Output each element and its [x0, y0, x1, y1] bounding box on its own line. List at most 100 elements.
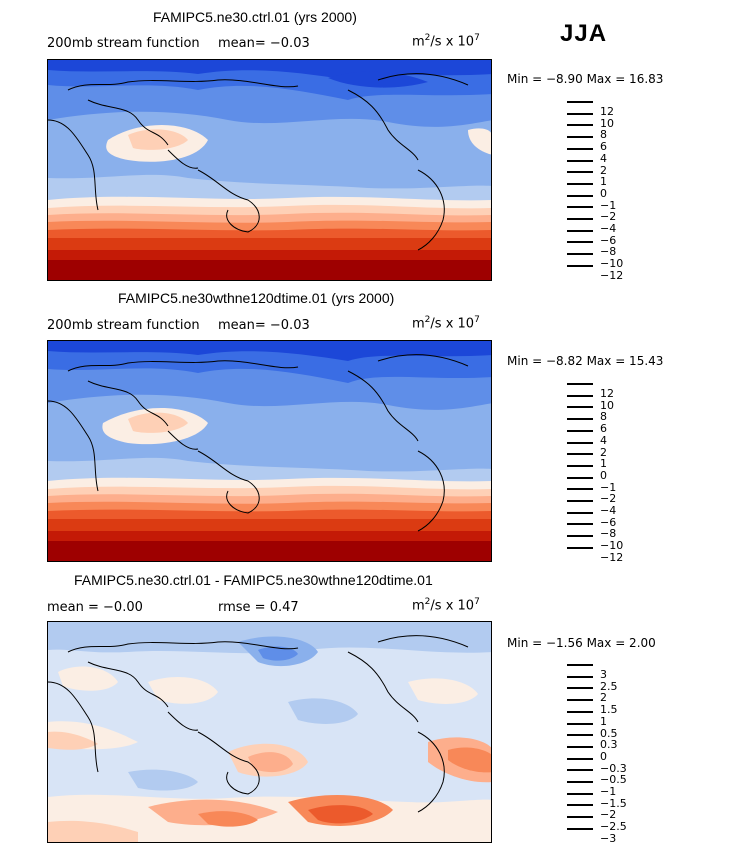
- panel3-stat: rmse = 0.47: [218, 600, 299, 615]
- panel2-map: [47, 340, 492, 562]
- panel1-level-label: 10: [600, 116, 614, 130]
- panel1-swatch-11: [567, 229, 593, 232]
- panel2-swatch-0: [567, 383, 593, 385]
- panel1-swatch-5: [567, 159, 593, 162]
- panel3-units: m2/s x 107: [412, 597, 480, 614]
- panel3-swatch-3: [567, 699, 593, 702]
- panel1-swatch-2: [567, 124, 593, 127]
- panel3-swatch-12: [567, 804, 593, 807]
- panel3-swatch-6: [567, 734, 593, 737]
- panel2-level-label: 4: [600, 433, 607, 447]
- panel2-swatch-14: [567, 546, 593, 549]
- panel1-swatch-4: [567, 147, 593, 150]
- panel3-level-label: −2: [600, 808, 617, 822]
- panel3-level-label: −0.5: [600, 773, 627, 787]
- panel1-level-label: −4: [600, 222, 617, 235]
- panel2-level-label: −1: [600, 480, 617, 494]
- panel3-level-label: 1.5: [600, 703, 618, 717]
- panel2-level-label: −12: [600, 550, 624, 564]
- panel3-level-label: 0.3: [600, 738, 618, 752]
- panel3-swatch-7: [567, 745, 593, 748]
- panel1-swatch-14: [567, 264, 593, 267]
- panel3-swatch-11: [567, 792, 593, 795]
- panel3-level-label: −1: [600, 785, 617, 798]
- panel2-swatch-11: [567, 511, 593, 514]
- panel1-swatch-13: [567, 253, 593, 256]
- panel2-units: m2/s x 107: [412, 315, 480, 332]
- panel2-stat: mean= −0.03: [218, 318, 310, 333]
- panel3-level-label: −0.3: [600, 761, 627, 775]
- panel1-swatch-10: [567, 218, 593, 220]
- panel2-swatch-6: [567, 453, 593, 456]
- panel3-level-label: 3: [600, 668, 607, 681]
- panel1-swatch-3: [567, 136, 593, 139]
- panel3-title: FAMIPC5.ne30.ctrl.01 - FAMIPC5.ne30wthne…: [74, 572, 433, 588]
- panel2-swatch-5: [567, 441, 593, 444]
- panel3-swatch-9: [567, 769, 593, 772]
- panel1-minmax: Min = −8.90 Max = 16.83: [507, 72, 664, 86]
- panel1-map: [47, 59, 492, 281]
- panel3-swatch-10: [567, 781, 593, 783]
- panel1-swatch-12: [567, 241, 593, 244]
- panel2-level-label: 0: [600, 468, 607, 482]
- panel1-level-label: 4: [600, 151, 607, 165]
- panel1-level-label: 1: [600, 175, 607, 189]
- panel2-level-label: −10: [600, 539, 624, 553]
- panel1-left-label: 200mb stream function: [47, 36, 200, 51]
- panel2-level-label: 8: [600, 410, 607, 424]
- panel1-level-label: 2: [600, 163, 607, 177]
- panel3-level-label: 0: [600, 749, 607, 763]
- panel1-level-label: −6: [600, 233, 617, 247]
- panel2-level-label: −4: [600, 504, 617, 517]
- panel3-level-label: 2: [600, 691, 607, 705]
- panel1-swatch-0: [567, 101, 593, 103]
- panel2-title: FAMIPC5.ne30wthne120dtime.01 (yrs 2000): [118, 290, 395, 306]
- panel2-swatch-9: [567, 488, 593, 491]
- panel1-level-label: −8: [600, 245, 617, 259]
- panel2-level-label: −2: [600, 492, 617, 506]
- panel3-level-label: −3: [600, 831, 617, 845]
- season-label: JJA: [560, 20, 608, 47]
- panel3-left-label: mean = −0.00: [47, 600, 143, 615]
- panel1-level-label: −12: [600, 268, 624, 282]
- panel3-swatch-0: [567, 664, 593, 666]
- panel3-swatch-2: [567, 687, 593, 690]
- panel2-swatch-8: [567, 476, 593, 479]
- panel2-level-label: 12: [600, 387, 614, 400]
- panel2-swatch-3: [567, 418, 593, 421]
- panel3-level-label: −1.5: [600, 796, 627, 810]
- panel2-level-label: −6: [600, 515, 617, 529]
- panel3-swatch-14: [567, 827, 593, 830]
- panel2-swatch-7: [567, 464, 593, 467]
- panel3-swatch-8: [567, 757, 593, 760]
- panel3-level-label: 0.5: [600, 726, 618, 740]
- panel3-swatch-5: [567, 722, 593, 725]
- panel1-swatch-6: [567, 171, 593, 174]
- panel3-map: [47, 621, 492, 843]
- panel2-swatch-12: [567, 523, 593, 526]
- panel1-title: FAMIPC5.ne30.ctrl.01 (yrs 2000): [153, 9, 357, 25]
- panel2-level-label: 2: [600, 445, 607, 459]
- panel2-minmax: Min = −8.82 Max = 15.43: [507, 354, 664, 368]
- panel2-swatch-1: [567, 394, 593, 397]
- panel1-level-label: 0: [600, 186, 607, 200]
- panel2-swatch-10: [567, 500, 593, 502]
- panel1-level-label: −2: [600, 210, 617, 224]
- panel3-swatch-13: [567, 816, 593, 819]
- panel2-level-label: 6: [600, 422, 607, 436]
- panel1-swatch-9: [567, 206, 593, 209]
- panel3-level-label: −2.5: [600, 820, 627, 834]
- panel3-swatch-4: [567, 710, 593, 713]
- panel2-level-label: 1: [600, 457, 607, 471]
- panel1-level-label: −10: [600, 257, 624, 271]
- panel1-level-label: 12: [600, 105, 614, 118]
- panel2-swatch-4: [567, 429, 593, 432]
- panel1-stat: mean= −0.03: [218, 36, 310, 51]
- panel1-level-label: 8: [600, 128, 607, 142]
- panel3-level-label: 1: [600, 714, 607, 728]
- panel1-swatch-8: [567, 194, 593, 197]
- panel2-swatch-13: [567, 535, 593, 538]
- panel1-level-label: 6: [600, 140, 607, 154]
- panel3-level-label: 2.5: [600, 679, 618, 693]
- panel3-swatch-1: [567, 675, 593, 678]
